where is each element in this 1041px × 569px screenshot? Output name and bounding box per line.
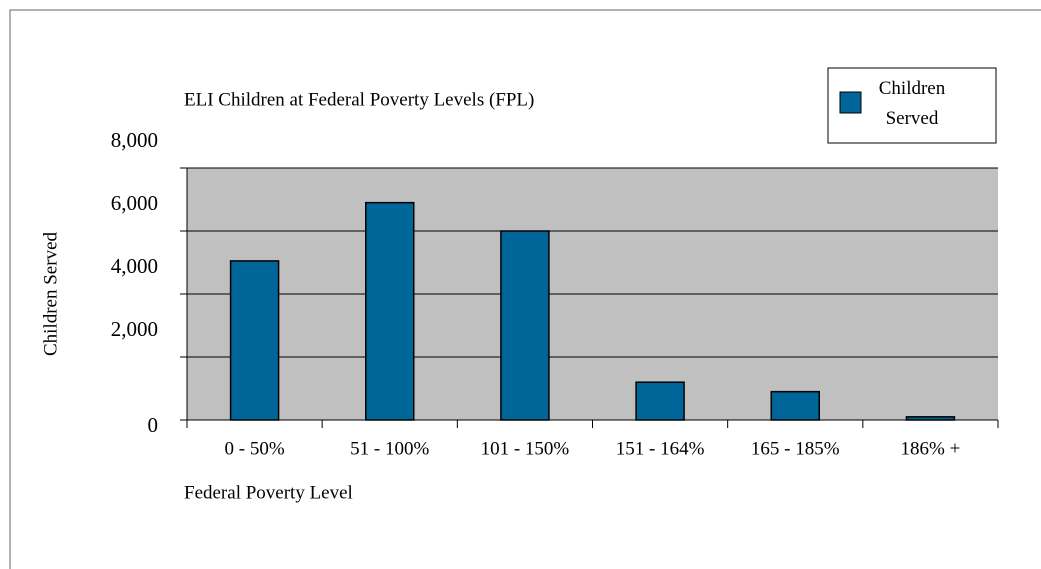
x-tick-label: 0 - 50%	[225, 438, 285, 459]
legend-box	[827, 67, 997, 144]
x-tick-label: 151 - 164%	[616, 438, 705, 459]
x-tick-label: 186% +	[901, 438, 961, 459]
y-tick-label: 4,000	[111, 254, 158, 278]
bar	[365, 201, 415, 421]
bar	[229, 260, 280, 421]
legend-swatch	[839, 91, 862, 114]
bar	[770, 390, 820, 421]
y-tick-label: 2,000	[111, 317, 158, 341]
x-axis-title: Federal Poverty Level	[184, 482, 353, 503]
bar	[635, 381, 685, 421]
bar	[500, 230, 550, 421]
x-tick-label: 101 - 150%	[481, 438, 570, 459]
legend-label: Children Served	[879, 78, 946, 129]
y-tick-label: 0	[148, 413, 159, 437]
y-axis-title: Children Served	[40, 232, 61, 357]
x-tick-label: 165 - 185%	[751, 438, 840, 459]
y-tick-label: 6,000	[111, 191, 158, 215]
y-tick-label: 8,000	[111, 128, 158, 152]
chart-title: ELI Children at Federal Poverty Levels (…	[184, 89, 534, 110]
x-tick-label: 51 - 100%	[350, 438, 429, 459]
